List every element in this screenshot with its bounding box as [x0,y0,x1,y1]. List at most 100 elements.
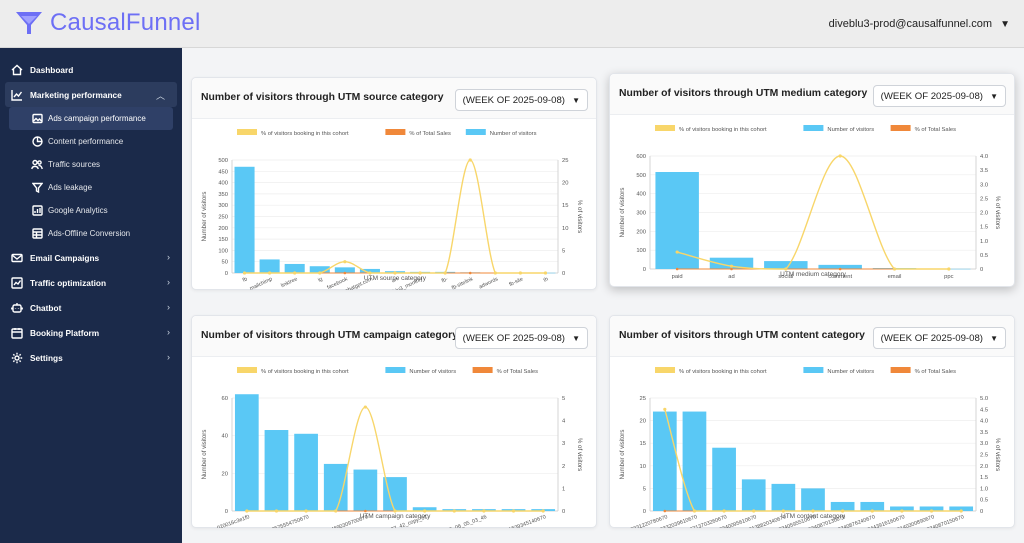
y2-tick-label: 1.5 [980,475,988,481]
caret-down-icon: ▼ [572,96,580,105]
bar-visitors [284,263,305,273]
legend-label-sales: % of Total Sales [409,131,451,137]
y-tick-label: 500 [218,158,228,164]
card-title: Number of visitors through UTM content c… [619,330,865,341]
app-name: CausalFunnel [50,9,201,36]
x-tick-label: fb-site [508,276,524,288]
y2-tick-label: 1.0 [980,239,988,245]
point-booking [947,267,951,271]
utm-content-chart: % of visitors booking in this cohort Numb… [616,367,1001,528]
legend-label-booking: % of visitors booking in this cohort [679,127,767,133]
legend-swatch-visitors [803,367,824,373]
week-select-value: (WEEK OF 2025-09-08) [880,332,983,344]
sidebar-subitem-label: Traffic sources [48,160,101,169]
y-tick-label: 20 [640,419,646,425]
mail-icon [10,251,23,264]
x-tick-label: 020016c3e1f0 [216,514,250,528]
home-icon [10,63,23,76]
chevron-up-icon: ︿ [155,91,165,101]
sidebar-item-dashboard[interactable]: Dashboard [0,57,182,82]
bar-visitors [709,257,754,269]
y-tick-label: 600 [636,154,646,160]
week-select[interactable]: (WEEK OF 2025-09-08) ▼ [872,327,1006,349]
point-booking [692,509,697,513]
point-booking [841,509,845,513]
legend-swatch-visitors [803,125,824,131]
sidebar-item-chatbot[interactable]: Chatbot › [0,295,182,320]
sidebar-subitem-ads-campaign-performance[interactable]: Ads campaign performance [9,107,173,130]
y-tick-label: 20 [222,471,228,477]
week-select[interactable]: (WEEK OF 2025-09-08) ▼ [872,85,1006,107]
y-tick-label: 500 [636,173,646,179]
point-booking [722,509,726,513]
sidebar-subitem-ads-offline-conversion[interactable]: Ads-Offline Conversion [0,222,182,245]
point-booking [443,271,447,275]
caret-down-icon: ▼ [990,92,998,101]
point-booking [343,260,347,264]
card-title: Number of visitors through UTM source ca… [201,92,444,103]
week-select-value: (WEEK OF 2025-09-08) [462,94,565,106]
x-tick-label: adwords [478,276,499,290]
y2-axis-title: % of visitors [576,200,583,233]
legend-label-visitors: Number of visitors [827,369,874,375]
x-tick-label: 120231539345140670 [494,514,547,528]
point-booking [541,509,545,513]
utm-medium-chart: % of visitors booking in this cohort Numb… [619,125,1001,280]
logo-icon [16,12,42,34]
point-booking [900,509,904,513]
y-tick-label: 0 [643,509,646,515]
sidebar-item-traffic-optimization[interactable]: Traffic optimization › [0,270,182,295]
point-sales [675,267,679,271]
bar-visitors [682,411,707,511]
y2-tick-label: 1 [562,486,565,492]
sidebar-item-email-campaigns[interactable]: Email Campaigns › [0,245,182,270]
point-booking [334,509,338,513]
legend-label-booking: % of visitors booking in this cohort [261,369,349,375]
sidebar-subitem-ads-leakage[interactable]: Ads leakage [0,176,182,199]
x-axis-title: UTM content category [781,513,846,520]
y2-tick-label: 0.5 [980,253,988,259]
week-select[interactable]: (WEEK OF 2025-09-08) ▼ [454,327,588,349]
week-select[interactable]: (WEEK OF 2025-09-08) ▼ [454,89,588,111]
sidebar-subitem-traffic-sources[interactable]: Traffic sources [0,153,182,176]
point-booking [838,154,842,158]
point-booking [870,509,874,513]
bar-visitors [353,469,378,511]
point-booking [511,509,516,513]
sidebar-item-label: Traffic optimization [30,277,107,288]
point-booking [468,158,472,162]
point-booking [368,271,372,275]
legend-swatch-booking [655,125,675,131]
y2-tick-label: 0.5 [980,498,988,504]
y-tick-label: 400 [218,181,228,187]
chart-icon [10,88,23,101]
x-tick-label: th [543,276,550,283]
account-menu[interactable]: diveblu3-prod@causalfunnel.com ▼ [829,18,1010,30]
app-logo[interactable]: CausalFunnel [14,9,201,37]
chevron-right-icon: › [167,302,170,312]
y2-tick-label: 25 [562,158,568,164]
sidebar-item-booking-platform[interactable]: Booking Platform › [0,320,182,345]
bar-visitors [652,411,677,511]
card-header: Number of visitors through UTM medium ca… [610,74,1014,115]
sidebar-subitem-content-performance[interactable]: Content performance [0,130,182,153]
legend-label-sales: % of Total Sales [915,127,957,133]
legend-swatch-sales [472,367,493,373]
sidebar-item-marketing-performance[interactable]: Marketing performance ︿ [5,82,177,107]
legend-label-booking: % of visitors booking in this cohort [261,131,349,137]
x-tick-label: paid [672,274,683,280]
legend-swatch-visitors [465,129,486,135]
utm-source-card: Number of visitors through UTM source ca… [191,77,597,290]
y2-tick-label: 0 [562,509,565,515]
point-booking [729,264,734,268]
point-booking [663,407,667,411]
bar-visitors [359,268,380,273]
people-icon [31,159,43,171]
sidebar-subitem-google-analytics[interactable]: Google Analytics [0,199,182,222]
x-tick-label: fb [242,276,249,283]
calendar-icon [10,326,23,339]
bar-visitors [264,430,289,511]
sidebar-subitem-label: Ads leakage [48,183,93,192]
sidebar-item-settings[interactable]: Settings › [0,345,182,370]
bar-visitors [383,477,407,511]
